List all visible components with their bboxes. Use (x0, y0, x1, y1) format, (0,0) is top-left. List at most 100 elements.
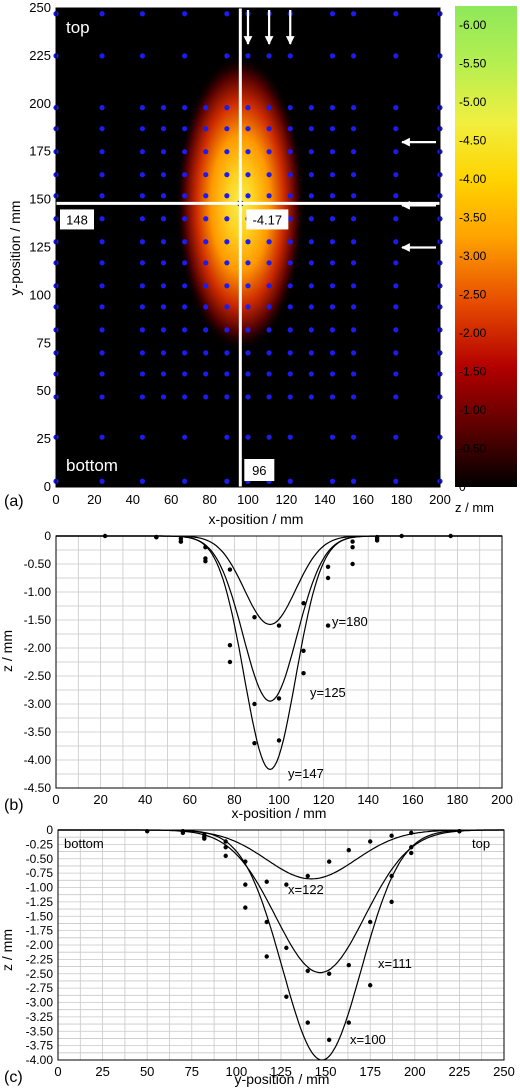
data-point (350, 561, 355, 567)
measurement-point (160, 327, 167, 333)
data-point (252, 741, 257, 746)
colorbar-gradient (455, 6, 517, 487)
measurement-point (266, 193, 272, 199)
measurement-point (182, 53, 188, 59)
measurement-point (139, 394, 145, 400)
measurement-point (329, 105, 336, 111)
measurement-point (99, 105, 105, 111)
measurement-point (245, 126, 251, 132)
x-tick-label: 250 (493, 1064, 515, 1079)
measurement-point (329, 434, 336, 440)
data-point (284, 994, 289, 999)
data-point (202, 832, 207, 837)
measurement-point (224, 283, 230, 289)
measurement-point (99, 394, 105, 400)
measurement-point (245, 149, 251, 155)
curve-label: x=122 (288, 882, 324, 897)
corner-label-right: top (472, 836, 490, 851)
measurement-point (329, 350, 336, 356)
data-point (223, 853, 228, 859)
y-tick-label: -2.00 (26, 938, 54, 952)
data-point (243, 905, 248, 910)
measurement-point (351, 11, 357, 17)
plot-frame (57, 829, 505, 1061)
y-tick-label: 0 (46, 823, 53, 837)
measurement-point (266, 283, 272, 289)
panel-a-ylabel: y-position / mm (7, 201, 23, 296)
measurement-point (203, 283, 209, 289)
measurement-point (203, 327, 209, 333)
measurement-point (287, 216, 293, 222)
measurement-point (203, 216, 209, 222)
x-tick-label: 150 (315, 1064, 337, 1079)
data-point (374, 536, 380, 541)
colorbar-label: z / mm (455, 500, 494, 515)
corner-label-bottom: bottom (66, 456, 118, 475)
data-point (252, 701, 257, 707)
x-tick-label: 125 (270, 1064, 292, 1079)
measurement-point (266, 394, 272, 400)
measurement-point (393, 478, 399, 484)
y-tick-label: 25 (37, 431, 51, 446)
measurement-point (203, 239, 209, 245)
measurement-point (308, 350, 314, 356)
y-tick-label: -0.25 (26, 837, 54, 851)
panel-c-xlabel: y-position / mm (235, 1071, 330, 1087)
measurement-point (329, 193, 336, 199)
data-point (284, 882, 289, 887)
data-point (346, 847, 351, 853)
measurement-point (99, 239, 105, 245)
x-tick-label: 200 (491, 792, 513, 807)
measurement-point (393, 239, 399, 245)
measurement-point (351, 304, 357, 310)
measurement-point (329, 126, 336, 132)
measurement-point (224, 239, 230, 245)
plot-frame (55, 535, 503, 789)
y-tick-label: -3.50 (26, 1024, 54, 1038)
y-tick-label: -0.50 (24, 557, 52, 571)
measurement-point (224, 478, 230, 484)
data-point (326, 859, 332, 864)
crosshair-x-box (244, 459, 275, 481)
measurement-points (53, 11, 443, 484)
measurement-point (393, 53, 399, 59)
data-point (264, 954, 269, 959)
measurement-point (287, 53, 293, 59)
measurement-point (224, 371, 230, 377)
measurement-point (287, 371, 293, 377)
measurement-point (160, 350, 167, 356)
measurement-point (139, 216, 145, 222)
y-tick-label: -2.50 (26, 967, 54, 981)
panel-b-grid (55, 535, 503, 789)
measurement-point (287, 239, 293, 245)
colorbar: -6.00 -5.50 -5.00 -4.50 -4.00 -3.50 -3.00 -2.50… (455, 6, 517, 494)
measurement-point (203, 260, 209, 266)
data-point (326, 971, 332, 976)
measurement-point (139, 172, 145, 178)
measurement-point (393, 216, 399, 222)
measurement-point (308, 105, 314, 111)
colorbar-tick-label: 0 (459, 480, 466, 494)
panel-c-chart: x=122 x=111 x=100 0 25 50 75 100 125 150 175 200 22… (0, 823, 515, 1087)
crosshair: 148 -4.17 96 (56, 8, 440, 487)
measurement-point (266, 126, 272, 132)
data-point (325, 564, 331, 569)
measurement-point (99, 193, 105, 199)
measurement-point (99, 350, 105, 356)
measurement-point (351, 149, 357, 155)
measurement-point (139, 53, 145, 59)
measurement-point (266, 260, 272, 266)
y-tick-label: -1.50 (24, 613, 52, 627)
measurement-point (266, 239, 272, 245)
measurement-point (245, 239, 251, 245)
y-tick-label: -0.75 (26, 866, 54, 880)
measurement-point (139, 304, 145, 310)
measurement-point (99, 11, 105, 17)
measurement-point (99, 126, 105, 132)
corner-label-left: bottom (64, 836, 104, 851)
measurement-point (182, 172, 188, 178)
measurement-point (99, 283, 105, 289)
data-point (276, 738, 282, 743)
measurement-point (182, 350, 188, 356)
measurement-point (308, 304, 314, 310)
